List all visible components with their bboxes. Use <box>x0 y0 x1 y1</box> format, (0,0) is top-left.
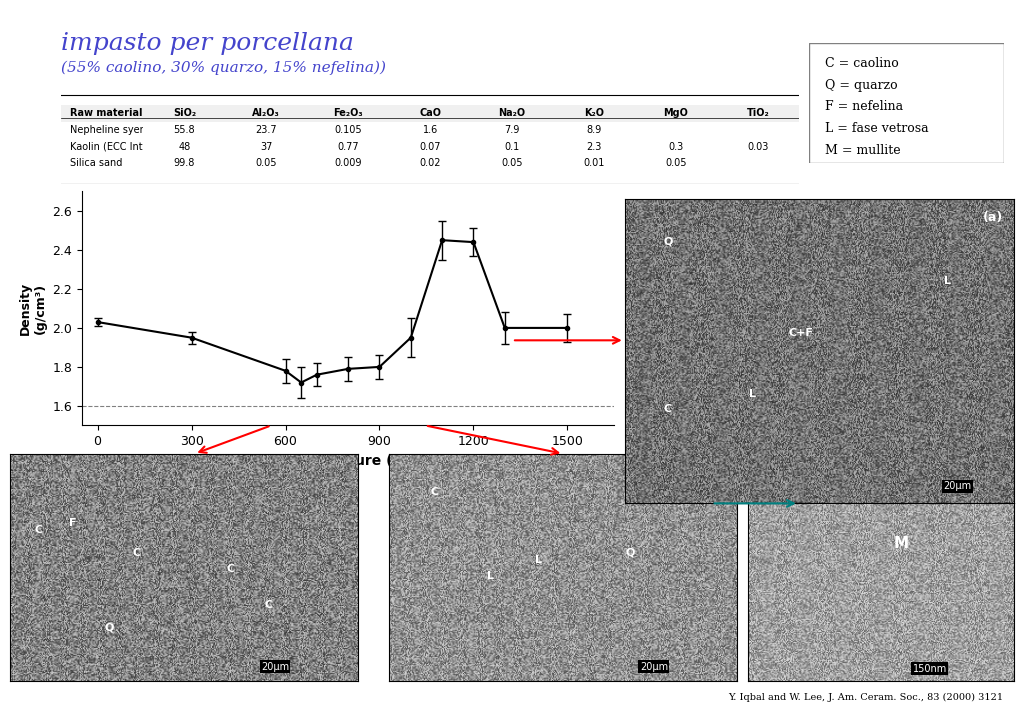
X-axis label: Temperature (°C): Temperature (°C) <box>281 454 416 468</box>
Text: M = mullite: M = mullite <box>824 144 900 157</box>
Text: C: C <box>664 404 672 414</box>
Text: Q: Q <box>664 236 673 246</box>
Text: (55% caolino, 30% quarzo, 15% nefelina)): (55% caolino, 30% quarzo, 15% nefelina)) <box>61 60 386 74</box>
Text: 20μm: 20μm <box>261 661 289 671</box>
Text: Q: Q <box>626 548 635 558</box>
Text: F: F <box>70 518 77 528</box>
Text: C: C <box>431 486 439 496</box>
Text: (a): (a) <box>983 211 1002 224</box>
Text: (b): (b) <box>695 467 716 481</box>
Text: 20μm: 20μm <box>640 661 668 671</box>
Text: Y. Iqbal and W. Lee, J. Am. Ceram. Soc., 83 (2000) 3121: Y. Iqbal and W. Lee, J. Am. Ceram. Soc.,… <box>728 693 1004 702</box>
Text: M: M <box>894 536 909 551</box>
Y-axis label: Density
(g/cm³): Density (g/cm³) <box>18 282 47 335</box>
Text: L: L <box>486 571 494 581</box>
Text: Q = quarzo: Q = quarzo <box>824 79 897 91</box>
Text: impasto per porcellana: impasto per porcellana <box>61 32 354 55</box>
Text: C+F: C+F <box>788 328 813 337</box>
Text: C = caolino: C = caolino <box>824 57 898 70</box>
Text: C: C <box>226 564 234 574</box>
Text: L = fase vetrosa: L = fase vetrosa <box>824 122 928 135</box>
Text: C: C <box>132 548 140 558</box>
Text: 20μm: 20μm <box>944 481 972 491</box>
Text: 150nm: 150nm <box>912 664 947 674</box>
Text: L: L <box>750 389 756 398</box>
Text: C: C <box>264 600 272 610</box>
Text: L: L <box>536 554 543 564</box>
Text: C: C <box>35 525 43 535</box>
Text: L: L <box>944 276 950 286</box>
Text: Q: Q <box>104 623 114 632</box>
Text: F = nefelina: F = nefelina <box>824 101 902 113</box>
